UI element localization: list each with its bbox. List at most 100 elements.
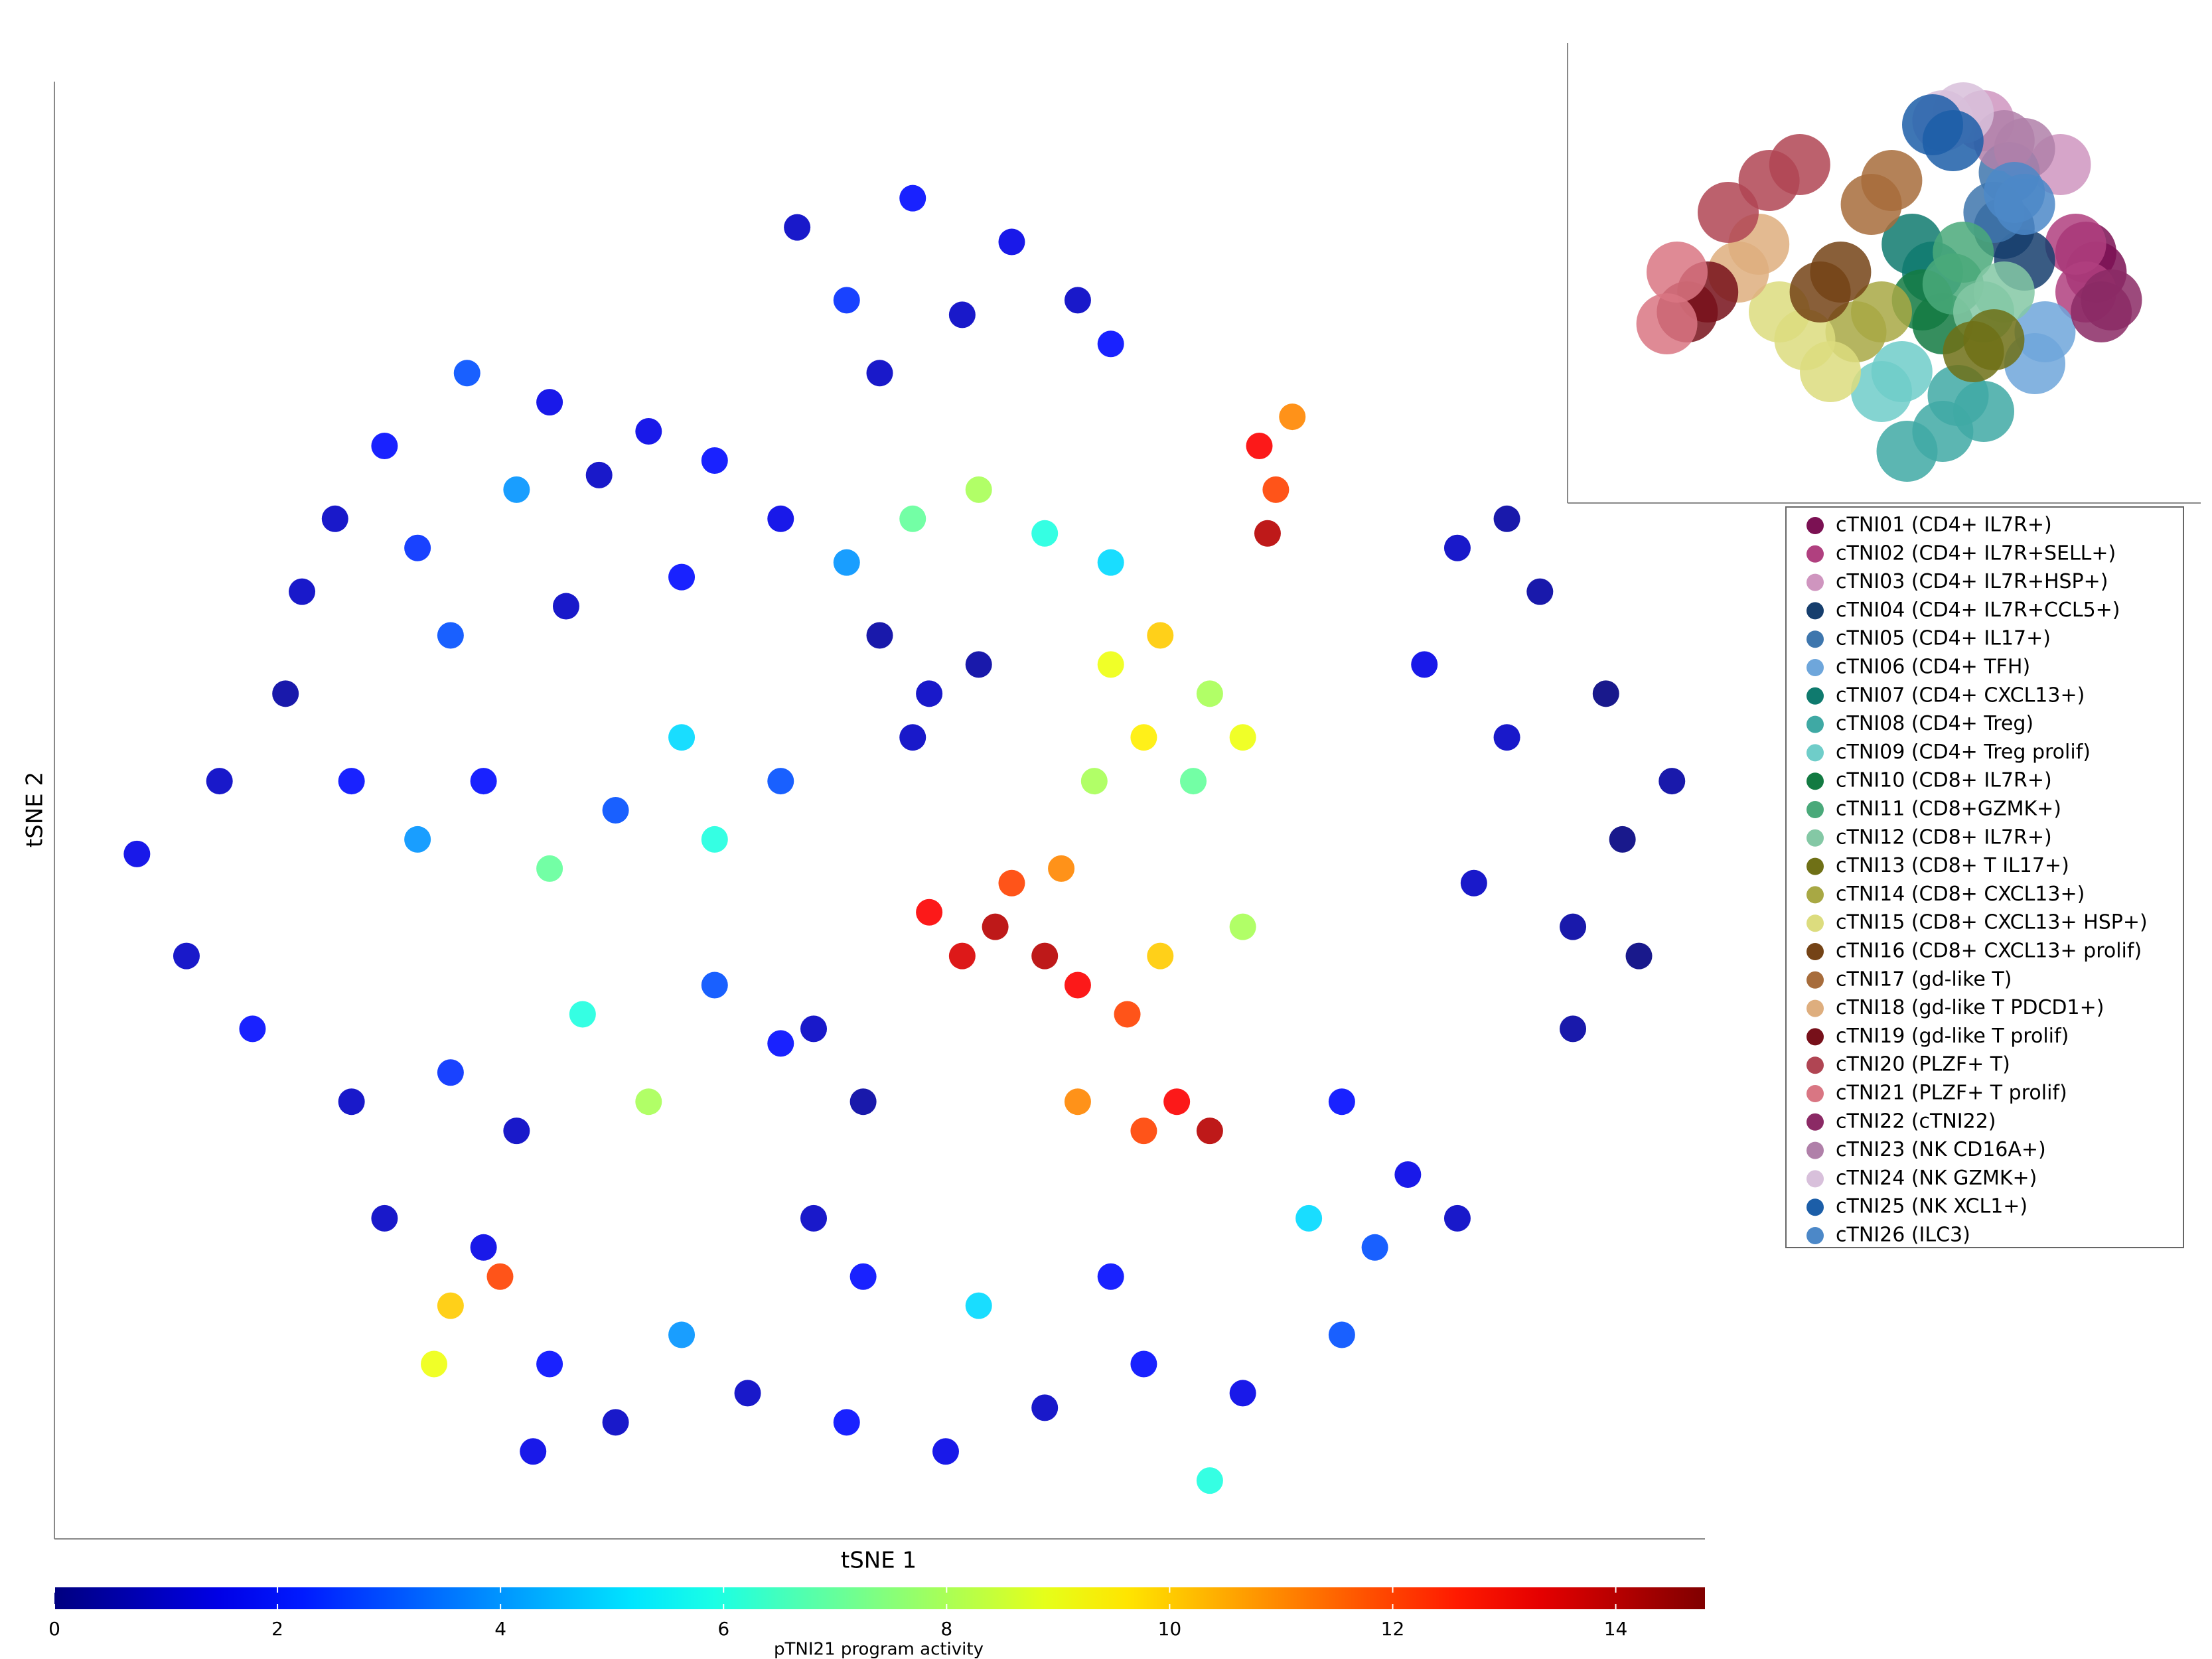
point [948, 301, 976, 328]
inset-point [1861, 150, 1923, 211]
legend-label: cTNI19 (gd-like T prolif) [1836, 1025, 2069, 1048]
legend-marker [1806, 1056, 1824, 1074]
legend-label: cTNI21 (PLZF+ T prolif) [1836, 1082, 2067, 1105]
inset-point [1647, 242, 1708, 303]
legend-marker [1806, 659, 1824, 676]
point [948, 942, 976, 970]
legend-label: cTNI26 (ILC3) [1836, 1224, 1970, 1247]
colorbar-tick-label: 10 [1158, 1618, 1182, 1640]
point [1080, 768, 1108, 795]
point [470, 1234, 497, 1261]
point [1592, 680, 1619, 707]
inset-point [1973, 261, 2035, 323]
point [503, 1118, 530, 1145]
point [1229, 1380, 1256, 1407]
point [1064, 1088, 1091, 1116]
point [1328, 1088, 1355, 1116]
point [866, 622, 893, 649]
colorbar-tick-label: 0 [48, 1618, 60, 1640]
point [536, 855, 563, 882]
point [1560, 913, 1587, 940]
point [932, 1438, 959, 1465]
point [536, 389, 563, 416]
legend-marker [1806, 687, 1824, 705]
point [1196, 1467, 1223, 1494]
legend-marker [1806, 1085, 1824, 1102]
point [767, 1030, 794, 1057]
point [206, 768, 233, 795]
point [1031, 520, 1059, 547]
point [800, 1015, 828, 1043]
point [866, 360, 893, 387]
legend-label: cTNI03 (CD4+ IL7R+HSP+) [1836, 570, 2108, 593]
point [602, 1409, 629, 1436]
point [437, 1292, 464, 1319]
legend-marker [1806, 1227, 1824, 1244]
point [1361, 1234, 1388, 1261]
y-axis-label: tSNE 2 [22, 772, 48, 847]
point [1196, 680, 1223, 707]
point [767, 505, 794, 532]
legend-label: cTNI09 (CD4+ Treg prolif) [1836, 741, 2091, 764]
point [1130, 1118, 1157, 1145]
point [899, 505, 926, 532]
point [1493, 505, 1520, 532]
legend-marker [1806, 744, 1824, 762]
inset-point [2071, 281, 2132, 342]
point [899, 724, 926, 751]
legend-label: cTNI11 (CD8+GZMK+) [1836, 798, 2061, 821]
legend-label: cTNI05 (CD4+ IL17+) [1836, 627, 2051, 650]
point [849, 1263, 877, 1290]
point [371, 1204, 398, 1232]
point [1526, 578, 1554, 605]
legend-label: cTNI01 (CD4+ IL7R+) [1836, 514, 2052, 537]
point [1394, 1161, 1422, 1188]
legend-marker [1806, 602, 1824, 620]
point [272, 680, 299, 707]
x-axis-label: tSNE 1 [841, 1548, 917, 1574]
point [1064, 972, 1091, 999]
legend-label: cTNI14 (CD8+ CXCL13+) [1836, 883, 2085, 906]
point [486, 1263, 514, 1290]
colorbar-tick-label: 4 [494, 1618, 506, 1640]
point [965, 476, 992, 503]
colorbar [54, 1587, 1705, 1609]
point [701, 826, 728, 853]
inset-point [2045, 214, 2106, 275]
point [1196, 1118, 1223, 1145]
legend-marker [1806, 772, 1824, 790]
legend-marker [1806, 1170, 1824, 1188]
point [602, 797, 629, 824]
point [1246, 433, 1273, 459]
point [371, 433, 398, 459]
point [569, 1001, 596, 1028]
legend-label: cTNI24 (NK GZMK+) [1836, 1167, 2037, 1190]
point [552, 593, 579, 620]
point [965, 651, 992, 678]
legend-label: cTNI15 (CD8+ CXCL13+ HSP+) [1836, 911, 2148, 934]
point [1114, 1001, 1141, 1028]
point [998, 869, 1025, 897]
legend-marker [1806, 630, 1824, 648]
point [668, 563, 696, 591]
point [734, 1380, 761, 1407]
point [1097, 651, 1124, 678]
point [916, 680, 943, 707]
point [800, 1204, 828, 1232]
point [1163, 1088, 1191, 1116]
point [1411, 651, 1438, 678]
point [239, 1015, 266, 1043]
inset-point [1871, 341, 1933, 402]
point [437, 1059, 464, 1086]
point [668, 1321, 696, 1348]
point [1031, 1394, 1059, 1421]
colorbar-tick-label: 14 [1604, 1618, 1628, 1640]
point [536, 1350, 563, 1378]
point [784, 214, 811, 241]
point [585, 461, 613, 488]
point [1097, 549, 1124, 576]
legend-label: cTNI02 (CD4+ IL7R+SELL+) [1836, 541, 2116, 565]
point [470, 768, 497, 795]
legend-label: cTNI23 (NK CD16A+) [1836, 1138, 2046, 1161]
